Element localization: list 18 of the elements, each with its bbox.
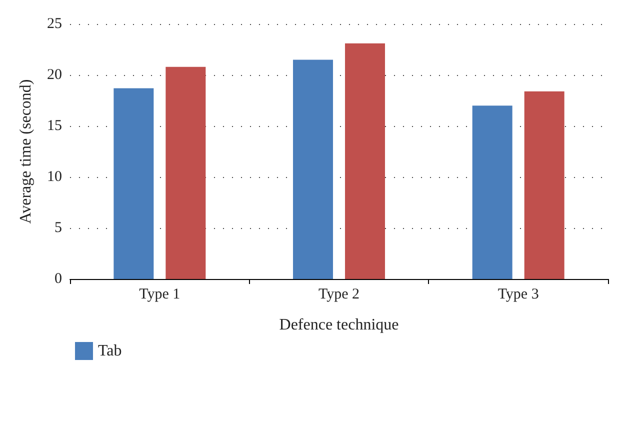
y-tick-label: 15	[47, 118, 62, 134]
bar	[345, 43, 385, 279]
bar	[166, 66, 206, 279]
bar	[293, 60, 333, 279]
y-axis-title: Average time (second)	[18, 79, 34, 224]
y-tick-label: 0	[54, 271, 62, 287]
x-tick-label: Type 2	[318, 286, 360, 302]
x-tick-label: Type 3	[498, 286, 539, 302]
bar	[472, 106, 512, 279]
y-tick-label: 25	[47, 16, 62, 32]
x-axis-title: Defence technique	[279, 316, 399, 334]
y-tick-label: 20	[47, 67, 62, 83]
y-tick-label: 5	[54, 220, 62, 236]
legend-label: Tab	[98, 342, 122, 360]
bar	[524, 91, 564, 279]
x-tick-label: Type 1	[139, 286, 180, 302]
y-tick-label: 10	[47, 169, 62, 185]
bar	[114, 88, 154, 279]
